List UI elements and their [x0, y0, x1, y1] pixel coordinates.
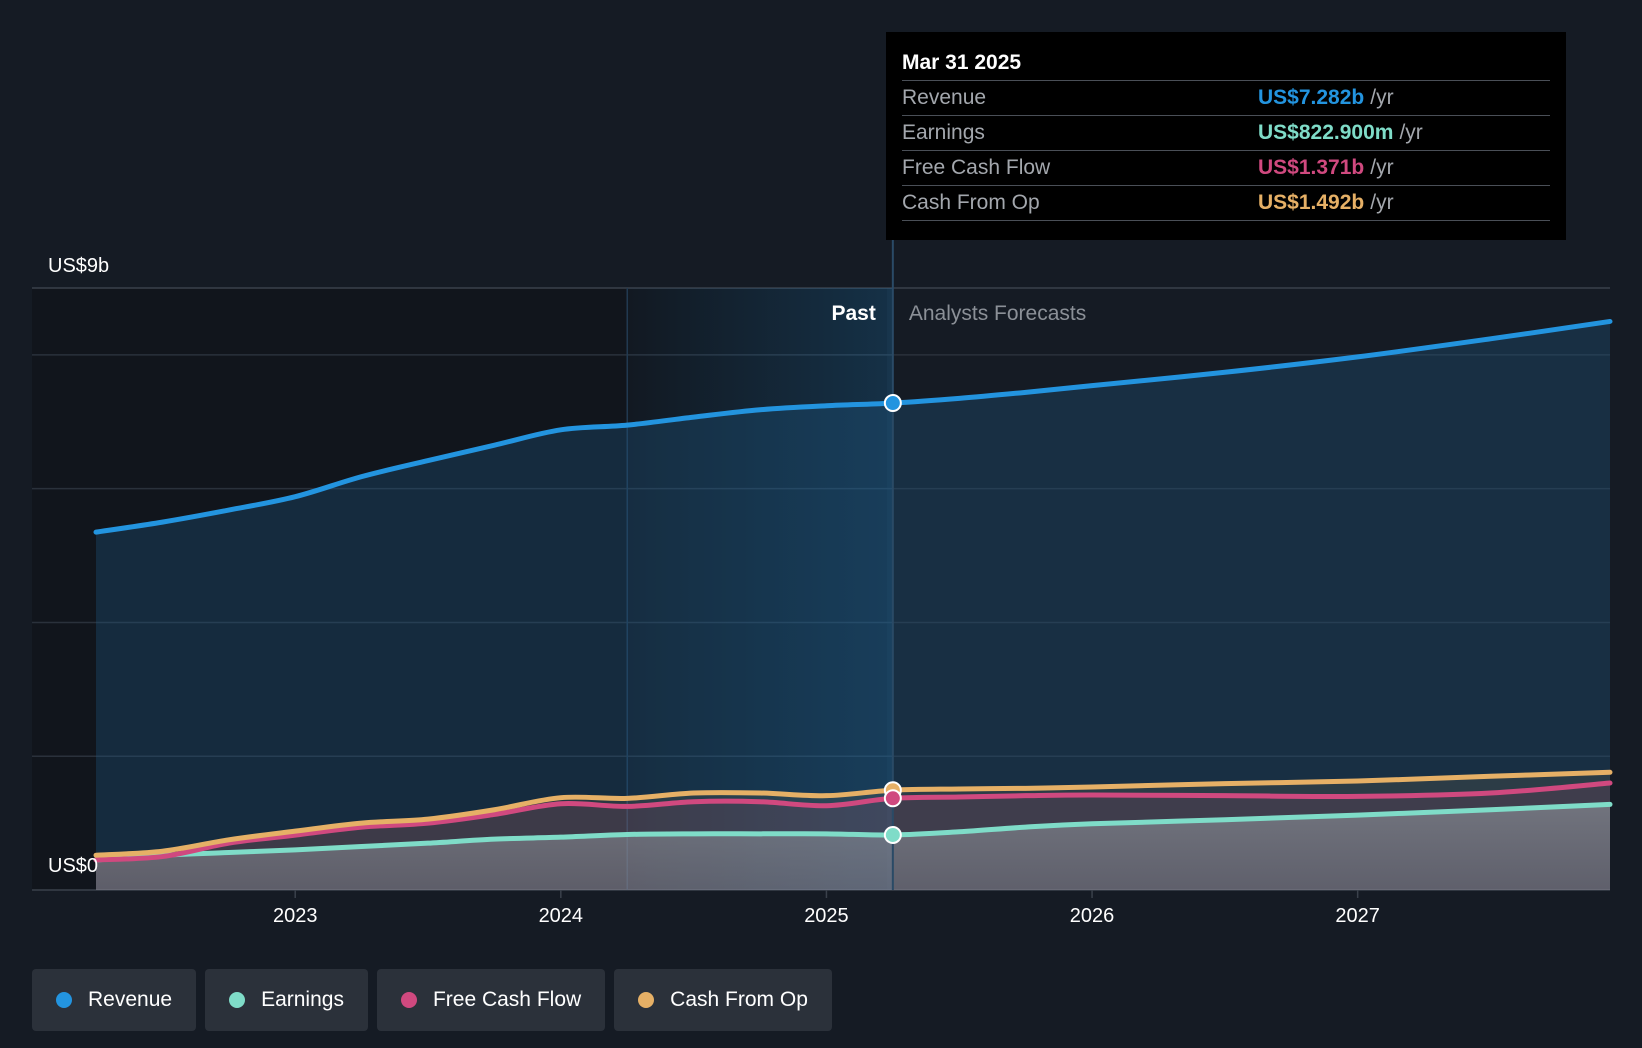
y-top-label: US$9b: [48, 255, 109, 277]
forecast-label: Analysts Forecasts: [909, 302, 1086, 325]
tooltip-row-cash-from-op: Cash From Op US$1.492b /yr: [902, 185, 1550, 221]
legend-label: Cash From Op: [670, 988, 808, 1011]
tooltip-value: US$1.492b: [1258, 191, 1365, 214]
legend-dot-icon: [400, 992, 417, 1008]
legend-item-earnings[interactable]: Earnings: [205, 969, 368, 1031]
tooltip-date: Mar 31 2025: [902, 51, 1022, 74]
tooltip-row-earnings: Earnings US$822.900m /yr: [902, 115, 1550, 150]
legend-dot-icon: [56, 992, 72, 1008]
cash-from-op-line: [93, 769, 1613, 858]
legend-item-cash-from-op[interactable]: Cash From Op: [614, 969, 832, 1031]
legend-item-free-cash-flow[interactable]: Free Cash Flow: [376, 969, 606, 1031]
tooltip: Mar 31 2025 Revenue US$7.282b /yr Earnin…: [886, 32, 1566, 240]
tooltip-value: US$822.900m: [1258, 121, 1394, 144]
legend-dot-icon: [229, 992, 246, 1008]
earnings-marker: [883, 825, 902, 844]
legend-label: Earnings: [261, 988, 344, 1011]
revenue-area: [96, 321, 1610, 890]
legend-item-revenue[interactable]: Revenue: [32, 969, 197, 1031]
tooltip-label: Earnings: [902, 121, 985, 144]
past-label: Past: [831, 302, 875, 325]
tooltip-value: US$7.282b: [1258, 86, 1365, 109]
x-tick-label: 2023: [273, 905, 318, 927]
series-lines: [93, 318, 1613, 863]
series-areas: [96, 321, 1610, 890]
x-tick-label: 2025: [804, 905, 849, 927]
tooltip-unit: /yr: [1370, 156, 1394, 179]
tooltip-label: Revenue: [902, 86, 987, 109]
tooltip-row-free-cash-flow: Free Cash Flow US$1.371b /yr: [902, 150, 1550, 185]
revenue-line: [93, 318, 1613, 535]
tooltip-row-revenue: Revenue US$7.282b /yr: [902, 80, 1550, 115]
free-cash-flow-line: [93, 780, 1613, 863]
chart: US$9b US$0 Past Analysts Forecasts 2023 2…: [32, 240, 1613, 927]
earnings-line: [93, 801, 1613, 863]
tooltip-label: Free Cash Flow: [902, 156, 1051, 179]
tooltip-value: US$1.371b: [1258, 156, 1365, 179]
legend-dot-icon: [638, 992, 655, 1008]
x-axis-ticks: 2023 2024 2025 2026 2027: [273, 890, 1380, 927]
x-tick-label: 2026: [1070, 905, 1115, 927]
tooltip-unit: /yr: [1370, 86, 1394, 109]
y-bottom-label: US$0: [48, 855, 98, 877]
tooltip-unit: /yr: [1370, 191, 1394, 214]
tooltip-label: Cash From Op: [902, 191, 1040, 214]
legend-label: Free Cash Flow: [432, 988, 582, 1011]
x-tick-label: 2027: [1335, 905, 1380, 927]
legend-label: Revenue: [88, 988, 173, 1011]
free-cash-flow-marker: [883, 789, 902, 808]
revenue-marker: [883, 394, 902, 413]
hover-markers: [883, 394, 902, 844]
x-tick-label: 2024: [539, 905, 584, 927]
legend: Revenue Earnings Free Cash Flow Cash Fro…: [32, 969, 832, 1031]
highlight-band: [627, 288, 893, 890]
earnings-area: [96, 804, 1610, 890]
tooltip-unit: /yr: [1399, 121, 1423, 144]
